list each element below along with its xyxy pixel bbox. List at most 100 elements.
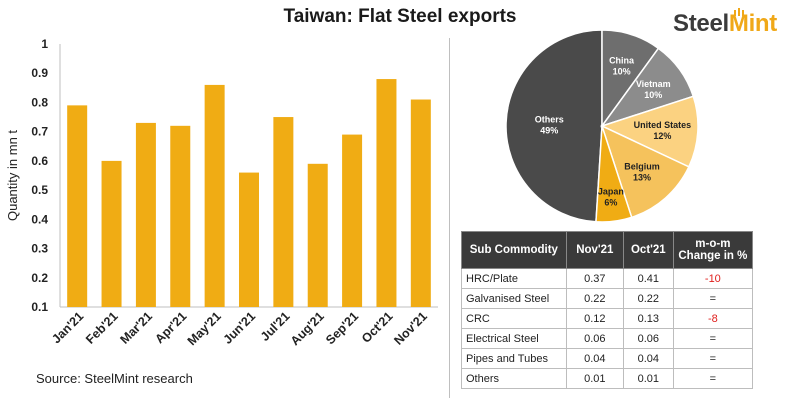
header-change-pct: Change in % [678,250,748,262]
y-axis-label: Quantity in mn t [5,130,20,221]
pie-slice-label: Others [535,114,564,124]
x-tick-label: Apr'21 [152,309,189,346]
bar [239,172,259,307]
header-mom: m-o-m [695,238,731,250]
x-tick-label: Nov'21 [391,309,430,348]
y-tick-label: 0.5 [31,183,48,197]
cell-commodity: HRC/Plate [461,268,567,289]
x-tick-label: Jan'21 [49,309,86,346]
table-row: Galvanised Steel 0.22 0.22 = [461,288,754,309]
x-tick-label: Feb'21 [83,309,121,347]
table-header-row: Sub Commodity Nov'21 Oct'21 m-o-m Change… [461,231,754,269]
table-row: HRC/Plate 0.37 0.41 -10 [461,268,754,289]
bar [410,99,431,308]
pie-slice-percent: 10% [613,67,631,77]
y-tick-label: 1 [41,37,48,51]
pie-slices [505,30,699,223]
cell-oct21: 0.13 [622,308,674,329]
header-mom-change: m-o-m Change in % [672,231,754,269]
pie-slice-label: United States [634,120,692,130]
x-tick-label: Mar'21 [117,309,155,347]
cell-commodity: CRC [461,308,567,329]
commodity-table: Sub Commodity Nov'21 Oct'21 m-o-m Change… [461,231,754,389]
cell-change: -8 [672,308,754,329]
header-sub-commodity: Sub Commodity [461,231,567,269]
panel-divider [449,38,450,398]
pie-slice [599,95,699,168]
cell-oct21: 0.04 [622,348,674,369]
bar [307,163,328,307]
table-body: HRC/Plate 0.37 0.41 -10 Galvanised Steel 0.22… [461,268,754,389]
y-tick-label: 0.1 [31,300,48,314]
cell-commodity: Galvanised Steel [461,288,567,309]
cell-change: -10 [672,268,754,289]
cell-nov21: 0.12 [565,308,624,329]
pie-slice-percent: 10% [644,90,662,100]
pie-slice-label: Japan [598,186,624,196]
pie-slice-label: China [609,56,635,66]
table-row: CRC 0.12 0.13 -8 [461,308,754,329]
cell-oct21: 0.41 [622,268,674,289]
page-title: Taiwan: Flat Steel exports [283,6,517,27]
cell-nov21: 0.22 [565,288,624,309]
pie-slice-percent: 6% [604,197,617,207]
source-note: Source: SteelMint research [36,371,193,386]
cell-nov21: 0.06 [565,328,624,349]
cell-nov21: 0.04 [565,348,624,369]
y-tick-label: 0.9 [31,66,48,80]
y-tick-label: 0.8 [31,95,48,109]
y-tick-label: 0.4 [31,212,48,226]
cell-nov21: 0.37 [565,268,624,289]
cell-commodity: Electrical Steel [461,328,567,349]
bar [204,84,225,308]
bar [67,105,88,307]
pie-slice-percent: 49% [540,125,558,135]
x-tick-label: Oct'21 [359,309,396,346]
pie-slice-percent: 12% [653,131,671,141]
y-axis-ticks: 0.1 0.2 0.3 0.4 0.5 0.6 0.7 0.8 0.9 1 [31,37,48,314]
x-tick-label: May'21 [185,309,224,348]
pie-slice-percent: 13% [633,172,651,182]
cell-change: = [672,328,754,349]
bar [376,79,397,307]
cell-change: = [672,368,754,389]
cell-oct21: 0.06 [622,328,674,349]
y-tick-label: 0.7 [31,125,48,139]
bar [273,117,294,307]
pie-slice [505,30,603,223]
cell-change: = [672,288,754,309]
cell-oct21: 0.01 [622,368,674,389]
logo-text-main: Steel [673,10,729,37]
steelmint-logo: SteelMint [673,10,777,38]
bar [135,122,156,308]
header-oct21: Oct'21 [622,231,674,269]
pie-slice [595,125,633,223]
pie-slice-label: Vietnam [636,79,671,89]
logo-spark-icon [734,8,744,16]
table-row: Others 0.01 0.01 = [461,368,754,389]
bar [342,134,363,307]
logo-text-accent: Mint [728,10,777,37]
table-row: Pipes and Tubes 0.04 0.04 = [461,348,754,369]
cell-change: = [672,348,754,369]
cell-oct21: 0.22 [622,288,674,309]
bar [101,160,122,307]
header-nov21: Nov'21 [565,231,624,269]
x-tick-label: Jun'21 [221,309,259,347]
pie-slice-label: Belgium [624,161,660,171]
cell-commodity: Others [461,368,567,389]
bar-chart: 0.1 0.2 0.3 0.4 0.5 0.6 0.7 0.8 0.9 1 Jan'21Feb'2… [5,37,438,348]
y-tick-label: 0.6 [31,154,48,168]
y-tick-label: 0.3 [31,242,48,256]
cell-commodity: Pipes and Tubes [461,348,567,369]
x-tick-label: Sep'21 [323,309,361,347]
bar [170,125,191,307]
table-row: Electrical Steel 0.06 0.06 = [461,328,754,349]
cell-nov21: 0.01 [565,368,624,389]
x-tick-label: Aug'21 [288,309,327,348]
y-tick-label: 0.2 [31,271,48,285]
pie-slice [600,124,690,219]
